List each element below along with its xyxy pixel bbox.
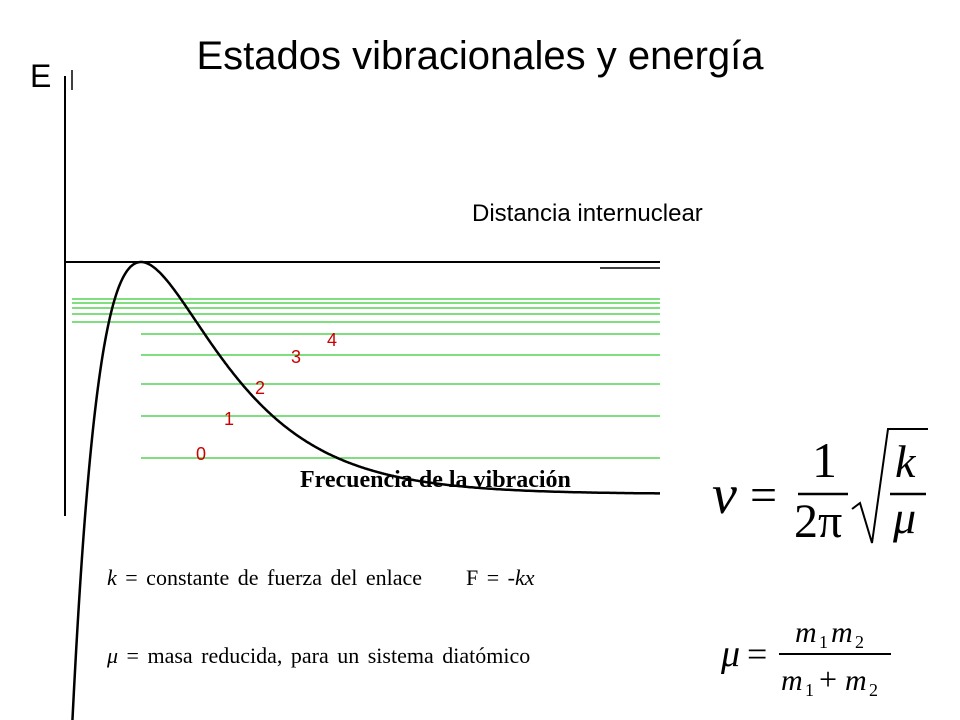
hooke-law-prefix: F = - — [466, 565, 515, 590]
rm-den-sub1: 1 — [805, 680, 814, 700]
energy-axis-label: E — [30, 58, 52, 94]
mu-text: = masa reducida, para un sistema diatómi… — [118, 643, 531, 668]
rm-num-m1: m — [795, 616, 817, 649]
frequency-formula: ν = 1 2π k μ — [712, 428, 928, 548]
level-label-1: 1 — [224, 409, 235, 429]
rm-num-sub1: 1 — [819, 632, 828, 652]
reduced-mass-formula: μ = m 1 m 2 m 1 + m 2 — [720, 616, 891, 700]
rm-numerator: m 1 m 2 — [795, 616, 864, 652]
rm-den-m2: m — [845, 664, 867, 697]
rm-num-m2: m — [831, 616, 853, 649]
formula-one: 1 — [812, 432, 837, 488]
formula-k: k — [895, 436, 917, 487]
rm-den-plus: + — [819, 661, 837, 697]
mu-definition: μ = masa reducida, para un sistema diató… — [107, 643, 530, 669]
distance-axis-label: Distancia internuclear — [472, 200, 703, 227]
k-definition: k = constante de fuerza del enlace F = -k… — [107, 565, 535, 591]
vibrational-levels — [72, 298, 660, 459]
radical-sign — [851, 428, 928, 544]
rm-den-m1: m — [781, 664, 803, 697]
k-text: = constante de fuerza del enlace — [116, 565, 423, 590]
formula-two-pi: 2π — [794, 495, 842, 548]
level-label-3: 3 — [291, 347, 302, 367]
rm-den-sub2: 2 — [869, 680, 878, 700]
rm-equals: = — [747, 634, 767, 674]
rm-denominator: m 1 + m 2 — [781, 661, 878, 700]
mu-symbol: μ — [107, 643, 119, 668]
formula-equals: = — [750, 469, 777, 522]
level-label-2: 2 — [255, 378, 266, 398]
frequency-label: Frecuencia de la vibración — [300, 467, 571, 493]
slide-title: Estados vibracionales y energía — [196, 34, 764, 78]
rm-num-sub2: 2 — [855, 632, 864, 652]
formula-nu: ν — [712, 464, 737, 526]
formula-mu: μ — [892, 492, 916, 543]
k-symbol: k — [107, 565, 117, 590]
hooke-law-var: kx — [514, 565, 535, 590]
level-label-4: 4 — [327, 330, 338, 350]
rm-mu: μ — [720, 633, 740, 675]
morse-potential-curve — [71, 260, 660, 720]
level-label-0: 0 — [196, 444, 207, 464]
